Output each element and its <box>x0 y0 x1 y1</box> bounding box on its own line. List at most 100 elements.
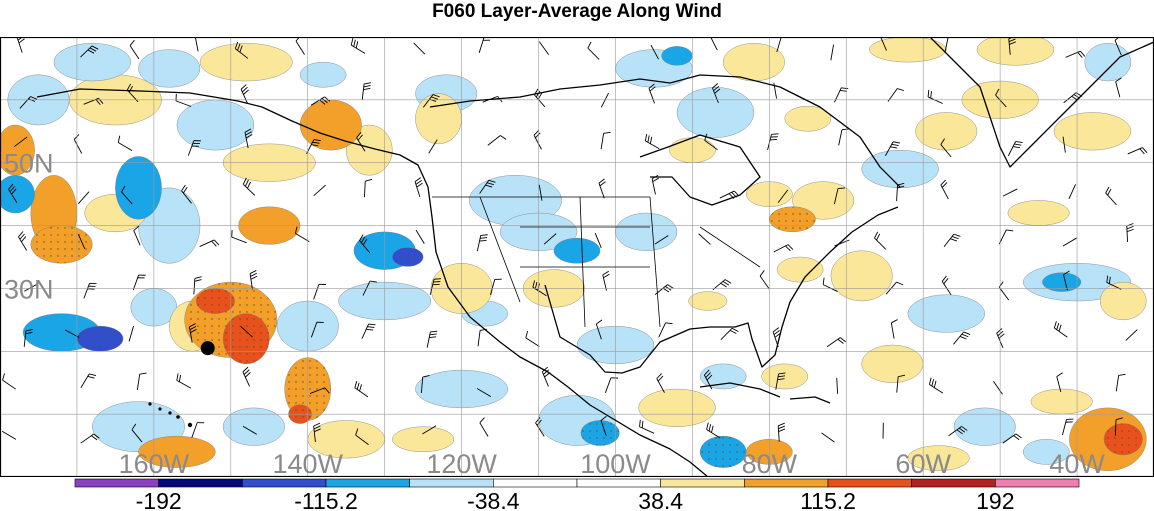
wind-barb <box>538 41 549 55</box>
field-contour <box>1084 43 1132 82</box>
wind-barb <box>23 329 33 347</box>
wind-barb <box>650 44 659 60</box>
wind-barb <box>948 426 968 437</box>
wind-barb <box>928 377 944 394</box>
wind-barb <box>993 380 1003 395</box>
wind-barb <box>826 337 847 348</box>
field-contour <box>761 363 808 390</box>
wind-barb <box>354 380 369 398</box>
wind-barb <box>1065 50 1086 58</box>
colorbar-box <box>493 478 578 488</box>
colorbar-box <box>74 478 159 488</box>
wind-barb <box>80 45 99 58</box>
wind-barb <box>231 230 247 244</box>
wind-barb <box>777 189 789 203</box>
wind-barb <box>313 184 326 197</box>
wind-barb <box>1002 188 1018 197</box>
wind-barb <box>600 415 607 436</box>
wind-barb <box>1127 147 1148 155</box>
field-contour <box>699 363 747 390</box>
field-contour <box>688 291 728 311</box>
wind-barb <box>1002 433 1022 444</box>
wind-barb <box>759 270 770 290</box>
wind-barb <box>838 128 849 146</box>
wind-barb <box>14 136 28 147</box>
field-contour <box>138 49 201 88</box>
wind-barb <box>490 278 502 295</box>
location-marker <box>200 341 215 356</box>
field-contour <box>1053 112 1132 151</box>
wind-barb <box>1 430 17 440</box>
wind-barb <box>598 178 606 199</box>
wind-barb <box>24 283 39 292</box>
colorbar-box <box>660 478 745 488</box>
colorbar-box <box>911 478 996 488</box>
wind-barb <box>187 140 201 156</box>
wind-barb <box>83 282 97 299</box>
colorbar-label: 38.4 <box>638 488 683 511</box>
wind-barb <box>836 377 839 394</box>
wind-barb <box>822 277 838 292</box>
wind-barb <box>295 37 305 55</box>
wind-barb <box>242 366 251 387</box>
colorbar-box <box>409 478 494 488</box>
wind-barb <box>350 38 366 54</box>
wind-barb <box>639 419 655 434</box>
field-contour <box>861 149 939 189</box>
colorbar-label: 192 <box>976 488 1014 511</box>
colorbar-box <box>995 478 1080 488</box>
wind-barb <box>414 177 423 198</box>
wind-barb <box>16 37 25 53</box>
wind-barb <box>193 276 202 295</box>
gulf-coast <box>544 206 899 374</box>
wind-barb <box>199 239 220 247</box>
wind-barb <box>648 83 656 104</box>
field-contour <box>115 156 162 220</box>
hawaii-islands <box>148 402 193 428</box>
field-contour <box>722 43 785 82</box>
field-contour <box>0 175 35 214</box>
wind-barb <box>1115 373 1126 392</box>
field-contour <box>776 256 824 283</box>
longitude-label: 80W <box>742 449 798 477</box>
wind-barb <box>83 97 104 106</box>
hudson-bay <box>639 134 761 206</box>
wind-barb <box>78 191 90 204</box>
field-contour <box>299 61 347 88</box>
colorbar-box <box>744 478 829 488</box>
wind-barb <box>249 270 258 290</box>
wind-barb <box>890 319 898 339</box>
stipple-overlay <box>1103 423 1143 455</box>
wind-barb <box>18 231 28 251</box>
field-contour <box>830 250 893 302</box>
latitude-labels: 50N 30N <box>4 149 54 305</box>
wind-barb <box>422 425 437 435</box>
wind-barb <box>176 373 192 389</box>
field-contour <box>784 105 832 132</box>
wind-barb <box>944 37 949 53</box>
colorbar-label: -192 <box>136 488 182 511</box>
wind-barb <box>710 37 718 51</box>
wind-barb <box>1062 237 1077 247</box>
field-contour <box>415 93 462 145</box>
colorbar-box <box>827 478 912 488</box>
wind-barb <box>885 141 901 156</box>
wind-barb <box>355 428 369 445</box>
wind-barb <box>538 184 543 201</box>
wind-barb <box>874 231 887 250</box>
field-contour <box>976 37 1055 66</box>
field-contour <box>1023 439 1070 465</box>
wind-barb <box>1062 136 1066 153</box>
wind-barb <box>359 234 371 254</box>
wind-barb <box>242 177 256 196</box>
field-contour <box>615 212 678 251</box>
wind-barb <box>129 39 140 60</box>
wind-barb <box>191 422 205 438</box>
wind-barb <box>361 82 371 100</box>
wind-barb <box>1125 329 1138 341</box>
wind-barb <box>833 187 846 205</box>
wind-barb <box>535 417 545 437</box>
wind-barb <box>295 226 310 243</box>
wind-barb <box>234 41 249 59</box>
wind-barb <box>1126 223 1134 243</box>
